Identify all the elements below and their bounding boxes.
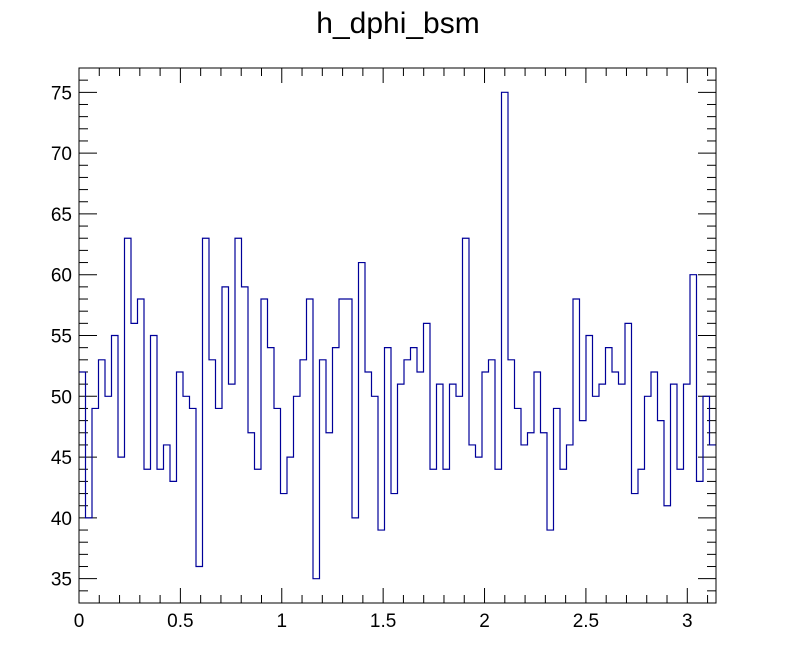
y-axis-labels: 35 40 45 50 55 60 65 70 75	[51, 83, 72, 590]
plot-frame	[78, 67, 717, 604]
y-tick-label: 60	[51, 266, 72, 287]
y-tick-label: 40	[51, 509, 72, 530]
chart-title: h_dphi_bsm	[316, 7, 479, 40]
series-group	[79, 91, 716, 580]
histogram-series	[79, 91, 716, 580]
x-tick-label: 0.5	[167, 611, 193, 632]
y-tick-label: 75	[51, 83, 72, 104]
x-tick-label: 1.5	[370, 611, 396, 632]
y-tick-label: 35	[51, 570, 72, 591]
x-axis-ticks	[78, 68, 709, 603]
y-tick-label: 45	[51, 448, 72, 469]
y-tick-label: 50	[51, 387, 72, 408]
y-axis-ticks	[79, 67, 716, 604]
x-axis-labels: 0 0.5 1 1.5 2 2.5 3	[74, 611, 693, 632]
y-tick-label: 65	[51, 205, 72, 226]
y-tick-label: 55	[51, 327, 72, 348]
x-tick-label: 2.5	[573, 611, 599, 632]
x-tick-label: 0	[74, 611, 85, 632]
y-tick-label: 70	[51, 144, 72, 165]
x-tick-label: 3	[682, 611, 693, 632]
x-tick-label: 2	[479, 611, 490, 632]
x-tick-label: 1	[276, 611, 287, 632]
